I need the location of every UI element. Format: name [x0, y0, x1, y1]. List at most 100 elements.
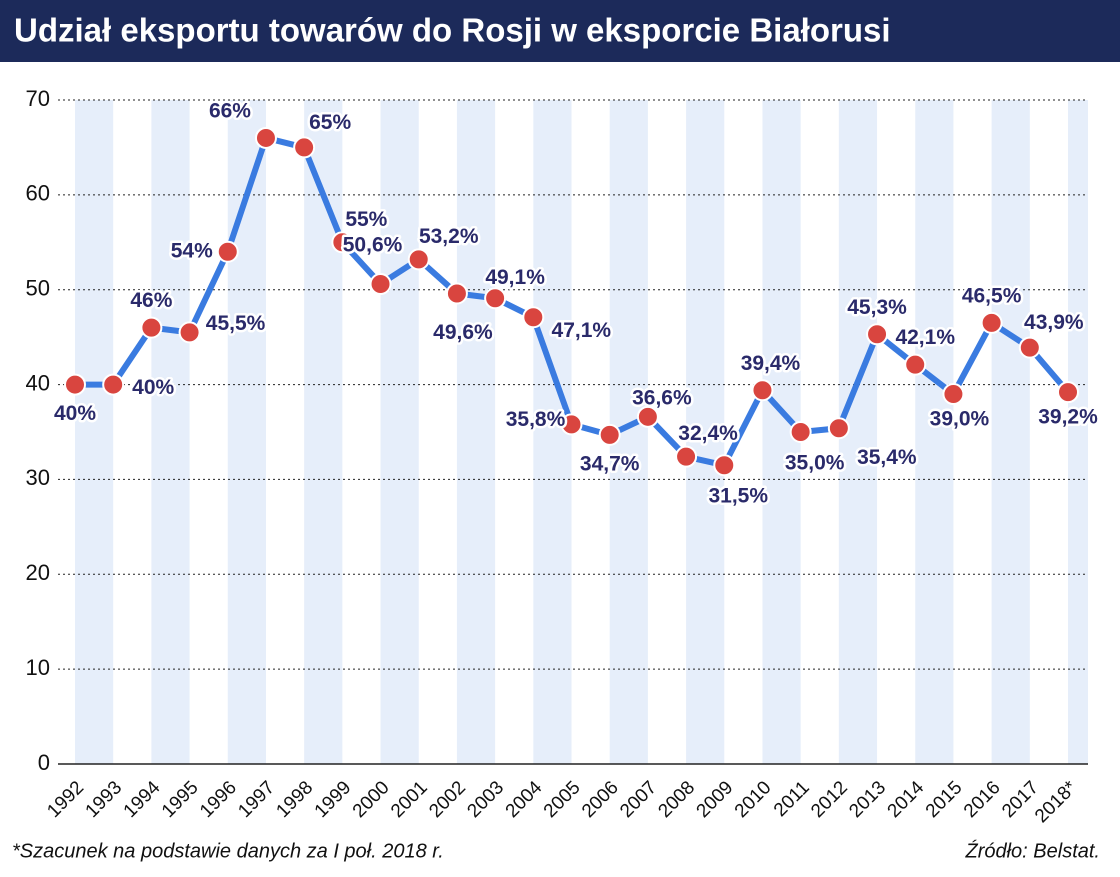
value-label: 50,6% [343, 234, 403, 257]
band [380, 100, 419, 764]
value-label: 32,4% [678, 422, 738, 445]
point [178, 321, 201, 344]
band [304, 100, 343, 764]
x-tick-label: 2005 [540, 777, 585, 822]
x-tick-label: 2003 [463, 777, 508, 822]
value-label: 65% [309, 111, 351, 134]
x-tick-label: 2002 [425, 777, 470, 822]
x-tick-label: 2010 [731, 777, 776, 822]
y-tick-label: 30 [26, 465, 50, 490]
x-tick-label: 2018* [1031, 777, 1081, 827]
band [686, 100, 725, 764]
value-label: 40% [132, 376, 174, 399]
x-tick-label: 2009 [693, 777, 738, 822]
x-tick-label: 2007 [616, 777, 661, 822]
band [151, 100, 190, 764]
point [1018, 336, 1041, 359]
y-tick-label: 0 [38, 750, 50, 775]
title-bar [0, 0, 1120, 62]
point [866, 323, 889, 346]
point [598, 423, 621, 446]
band [75, 100, 114, 764]
value-label: 39,2% [1038, 406, 1098, 429]
value-label: 31,5% [708, 485, 768, 508]
band [456, 100, 496, 764]
x-tick-label: 1998 [272, 777, 317, 822]
point [980, 311, 1003, 334]
x-tick-label: 2004 [502, 777, 547, 822]
value-label: 35,0% [785, 452, 845, 475]
x-tick-label: 1992 [43, 777, 88, 822]
value-label: 55% [345, 208, 387, 231]
x-tick-label: 2012 [807, 777, 852, 822]
point [445, 282, 468, 305]
point [407, 248, 430, 271]
point [254, 126, 277, 149]
x-tick-label: 2006 [578, 777, 623, 822]
value-label: 35,8% [506, 408, 566, 431]
value-label: 66% [209, 99, 251, 122]
point [675, 445, 698, 468]
value-label: 39,0% [930, 408, 990, 431]
point [102, 373, 125, 396]
point [827, 417, 850, 440]
point [789, 421, 812, 443]
point [331, 231, 354, 254]
footnote: *Szacunek na podstawie danych za I poł. … [12, 840, 444, 862]
point [522, 306, 545, 329]
y-tick-label: 70 [26, 86, 50, 111]
x-tick-label: 1997 [234, 777, 279, 822]
band [1068, 100, 1088, 764]
y-tick-label: 60 [26, 181, 50, 206]
band [915, 100, 954, 764]
point [636, 405, 659, 428]
x-tick-label: 2015 [922, 777, 967, 822]
x-tick-label: 1994 [120, 777, 165, 822]
y-tick-label: 40 [26, 370, 50, 395]
value-label: 46% [130, 289, 172, 312]
value-label: 42,1% [895, 326, 955, 349]
band [227, 100, 266, 764]
point [560, 413, 583, 436]
x-tick-label: 2008 [654, 777, 699, 822]
value-label: 53,2% [419, 225, 479, 248]
point [942, 383, 965, 406]
point [1057, 381, 1079, 404]
source: Źródło: Belstat. [964, 839, 1100, 862]
x-tick-label: 1993 [82, 777, 127, 822]
point [904, 353, 927, 376]
value-label: 40% [54, 402, 96, 425]
value-label: 34,7% [580, 452, 640, 475]
point [216, 240, 239, 263]
value-label: 47,1% [552, 319, 612, 342]
y-tick-label: 20 [26, 560, 50, 585]
value-label: 49,6% [433, 321, 493, 344]
x-tick-label: 2016 [960, 777, 1005, 822]
x-tick-label: 1996 [196, 777, 241, 822]
x-tick-label: 2000 [349, 777, 394, 822]
x-tick-label: 2013 [845, 777, 890, 822]
value-label: 45,3% [847, 296, 907, 319]
value-label: 39,4% [741, 352, 801, 375]
point [293, 136, 316, 159]
value-label: 45,5% [206, 312, 266, 335]
point [140, 316, 163, 339]
value-label: 36,6% [632, 386, 692, 409]
x-tick-label: 2011 [770, 777, 814, 821]
x-tick-label: 1995 [158, 777, 203, 822]
point [751, 379, 774, 402]
point [64, 373, 86, 396]
value-label: 49,1% [485, 266, 545, 289]
chart-title: Udział eksportu towarów do Rosji w ekspo… [14, 12, 891, 49]
point [713, 454, 736, 477]
band [991, 100, 1030, 764]
y-tick-label: 50 [26, 276, 50, 301]
y-tick-label: 10 [26, 655, 50, 680]
x-tick-label: 2001 [387, 777, 432, 822]
point [369, 273, 392, 296]
x-tick-label: 1999 [311, 777, 356, 822]
x-tick-label: 2014 [884, 777, 929, 822]
point [484, 287, 507, 310]
value-label: 46,5% [962, 284, 1022, 307]
